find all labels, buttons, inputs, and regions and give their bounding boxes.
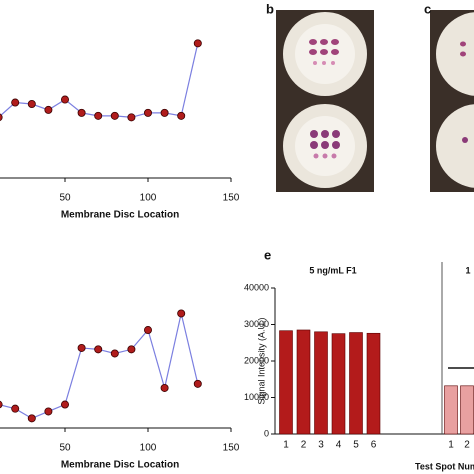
marker [193,39,202,48]
y-tick-label: 40000 [244,282,269,292]
x-tick-label: 1 [283,440,289,451]
marker [11,98,20,107]
marker [160,108,169,117]
marker [44,407,53,416]
annotation: 5 ng/mL F1 [309,265,356,275]
panel-label: c [424,1,431,16]
x-tick-label: 50 [59,443,71,454]
marker [27,414,36,423]
marker [44,105,53,114]
spot [460,41,466,47]
marker [177,111,186,120]
x-axis-label: Membrane Disc Location [61,210,179,221]
marker [0,400,3,409]
bar [366,332,381,435]
line [0,313,199,420]
x-tick-label: 150 [223,193,240,204]
marker [77,108,86,117]
spot [462,137,468,143]
x-tick-label: 5 [353,440,359,451]
x-tick-label: 1 [448,440,454,451]
marker [110,111,119,120]
marker [143,326,152,335]
marker [160,383,169,392]
bar [314,331,328,435]
spot [460,51,466,57]
y-tick-label: 20000 [244,355,269,365]
annotation: 1 [465,265,470,275]
marker [193,379,202,388]
x-tick-label: 6 [371,440,377,451]
marker [0,113,3,122]
y-tick-label: 30000 [244,319,269,329]
y-tick-label: 0 [264,428,269,438]
x-tick-label: 100 [140,443,157,454]
panel-label: e [264,247,271,262]
marker [110,349,119,358]
marker [94,345,103,354]
marker [61,95,70,104]
bar [331,333,346,435]
bar [279,330,293,435]
marker [77,343,86,352]
x-tick-label: 100 [140,193,157,204]
x-tick-label: 4 [336,440,342,451]
spots [309,39,339,65]
x-axis-label: Membrane Disc Location [61,460,179,471]
marker [127,345,136,354]
bar [460,385,474,435]
disc [436,104,474,188]
marker [94,111,103,120]
bar [349,332,363,435]
x-tick-label: 50 [59,193,71,204]
x-tick-label: 2 [301,440,307,451]
x-axis-label: Test Spot Num [415,461,474,471]
photos [276,10,474,192]
marker [127,113,136,122]
spots [310,130,340,159]
y-tick-label: 10000 [244,392,269,402]
x-tick-label: 2 [464,440,470,451]
disc [436,12,474,96]
bar [296,329,311,435]
marker [177,309,186,318]
marker [11,404,20,413]
bar [444,385,458,435]
x-tick-label: 150 [223,443,240,454]
panel-label: b [266,1,274,16]
marker [143,108,152,117]
marker [27,100,36,109]
x-tick-label: 3 [318,440,324,451]
y-axis-label: Signal Intensity (A.U.) [256,317,266,404]
marker [61,400,70,409]
